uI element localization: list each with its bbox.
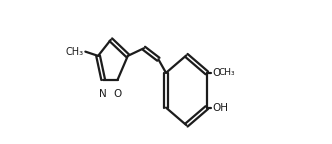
Text: O: O <box>114 89 122 100</box>
Text: CH₃: CH₃ <box>218 68 235 77</box>
Text: OH: OH <box>212 103 228 113</box>
Text: CH₃: CH₃ <box>65 47 83 57</box>
Text: N: N <box>99 89 107 100</box>
Text: O: O <box>212 68 220 78</box>
